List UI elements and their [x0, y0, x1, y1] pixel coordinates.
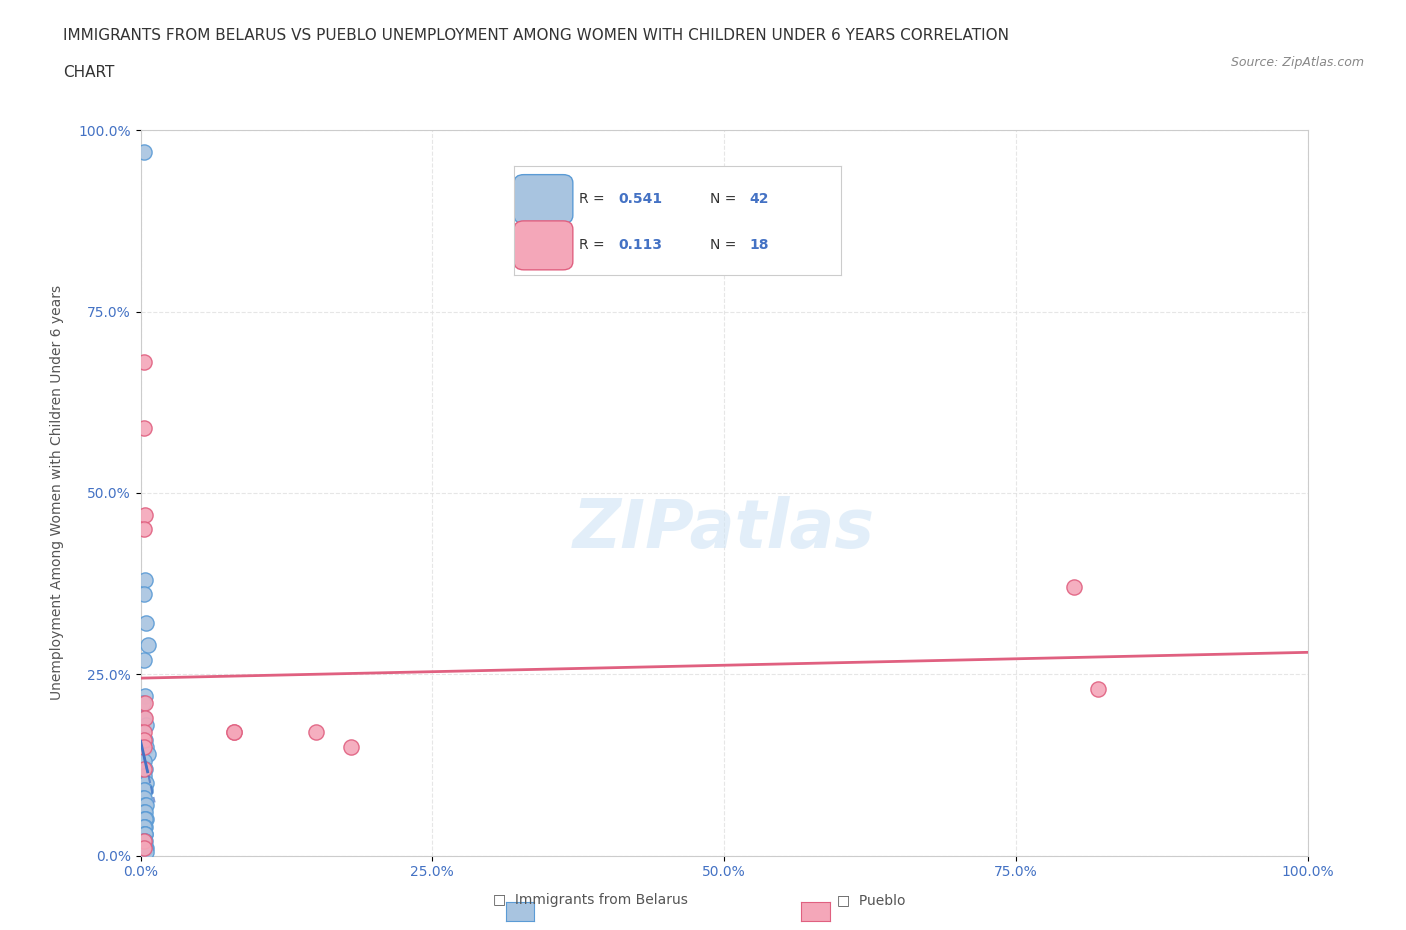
Point [135, 841, 157, 856]
Point [135, 844, 157, 859]
Point [134, 819, 156, 834]
Point [134, 797, 156, 812]
Point [132, 711, 155, 725]
Point [132, 819, 155, 834]
Point [132, 754, 155, 769]
Point [132, 768, 155, 783]
Point [135, 812, 157, 827]
Point [134, 732, 156, 747]
Point [132, 783, 155, 798]
Point [132, 761, 155, 776]
Point [136, 747, 159, 762]
Point [132, 833, 155, 848]
Point [132, 420, 155, 435]
Point [339, 739, 361, 754]
Point [135, 776, 157, 790]
Point [132, 819, 155, 834]
Point [132, 804, 155, 819]
Point [132, 841, 155, 856]
Point [132, 732, 155, 747]
Text: Source: ZipAtlas.com: Source: ZipAtlas.com [1230, 56, 1364, 69]
Text: ZIPatlas: ZIPatlas [574, 497, 875, 562]
Point [134, 761, 156, 776]
Point [132, 587, 155, 602]
Point [132, 812, 155, 827]
Point [132, 144, 155, 159]
Point [1087, 682, 1109, 697]
Point [134, 507, 156, 522]
Point [304, 724, 326, 739]
Point [134, 696, 156, 711]
Point [135, 718, 157, 733]
Point [132, 827, 155, 842]
Text: IMMIGRANTS FROM BELARUS VS PUEBLO UNEMPLOYMENT AMONG WOMEN WITH CHILDREN UNDER 6: IMMIGRANTS FROM BELARUS VS PUEBLO UNEMPL… [63, 28, 1010, 43]
Point [134, 833, 156, 848]
Point [132, 790, 155, 805]
Point [135, 739, 157, 754]
Text: □  Immigrants from Belarus: □ Immigrants from Belarus [494, 893, 688, 907]
Point [134, 688, 156, 703]
Point [132, 833, 155, 848]
Point [132, 652, 155, 667]
Point [132, 833, 155, 848]
Point [222, 724, 245, 739]
Point [135, 616, 157, 631]
Text: □  Pueblo: □ Pueblo [838, 893, 905, 907]
Y-axis label: Unemployment Among Women with Children Under 6 years: Unemployment Among Women with Children U… [51, 286, 65, 700]
Point [132, 696, 155, 711]
Point [134, 841, 156, 856]
Point [132, 739, 155, 754]
Point [134, 827, 156, 842]
Point [134, 812, 156, 827]
Point [135, 797, 157, 812]
Point [134, 573, 156, 588]
Text: CHART: CHART [63, 65, 115, 80]
Point [132, 522, 155, 537]
Point [134, 783, 156, 798]
Point [134, 711, 156, 725]
Point [132, 841, 155, 856]
Point [132, 724, 155, 739]
Point [222, 724, 245, 739]
Point [134, 827, 156, 842]
Point [134, 804, 156, 819]
Point [132, 355, 155, 370]
Point [136, 638, 159, 653]
Point [132, 790, 155, 805]
Point [132, 739, 155, 754]
Point [1063, 579, 1085, 594]
